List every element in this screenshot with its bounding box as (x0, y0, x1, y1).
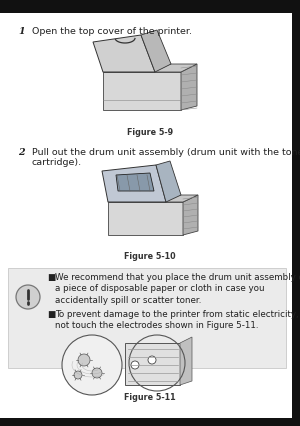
Circle shape (92, 368, 102, 378)
Polygon shape (141, 30, 171, 72)
Polygon shape (183, 195, 198, 235)
Text: Figure 5-10: Figure 5-10 (124, 252, 176, 261)
Circle shape (74, 371, 82, 379)
Text: ■: ■ (47, 310, 55, 319)
Polygon shape (116, 173, 154, 191)
Text: Pull out the drum unit assembly (drum unit with the toner
cartridge).: Pull out the drum unit assembly (drum un… (32, 148, 300, 167)
Text: To prevent damage to the printer from static electricity, do
not touch the elect: To prevent damage to the printer from st… (55, 310, 300, 331)
Text: We recommend that you place the drum unit assembly on
a piece of disposable pape: We recommend that you place the drum uni… (55, 273, 300, 305)
FancyBboxPatch shape (103, 72, 181, 110)
Text: 2: 2 (18, 148, 25, 157)
FancyBboxPatch shape (292, 0, 300, 426)
Circle shape (148, 356, 156, 364)
Polygon shape (180, 337, 192, 385)
Polygon shape (108, 195, 198, 202)
FancyBboxPatch shape (0, 418, 292, 426)
Polygon shape (93, 35, 155, 72)
Polygon shape (181, 64, 197, 110)
Text: Open the top cover of the printer.: Open the top cover of the printer. (32, 27, 192, 36)
Polygon shape (103, 64, 197, 72)
Circle shape (16, 285, 40, 309)
Text: 7: 7 (280, 410, 288, 420)
FancyBboxPatch shape (0, 13, 292, 418)
FancyBboxPatch shape (108, 202, 183, 235)
FancyBboxPatch shape (125, 343, 180, 385)
Polygon shape (102, 165, 166, 202)
Circle shape (78, 354, 90, 366)
FancyBboxPatch shape (0, 0, 300, 13)
Text: ■: ■ (47, 273, 55, 282)
FancyBboxPatch shape (8, 268, 286, 368)
Text: Figure 5-11: Figure 5-11 (124, 393, 176, 402)
Text: Figure 5-9: Figure 5-9 (127, 128, 173, 137)
Polygon shape (156, 161, 181, 202)
Text: 1: 1 (18, 27, 25, 36)
Circle shape (131, 361, 139, 369)
Circle shape (62, 335, 122, 395)
